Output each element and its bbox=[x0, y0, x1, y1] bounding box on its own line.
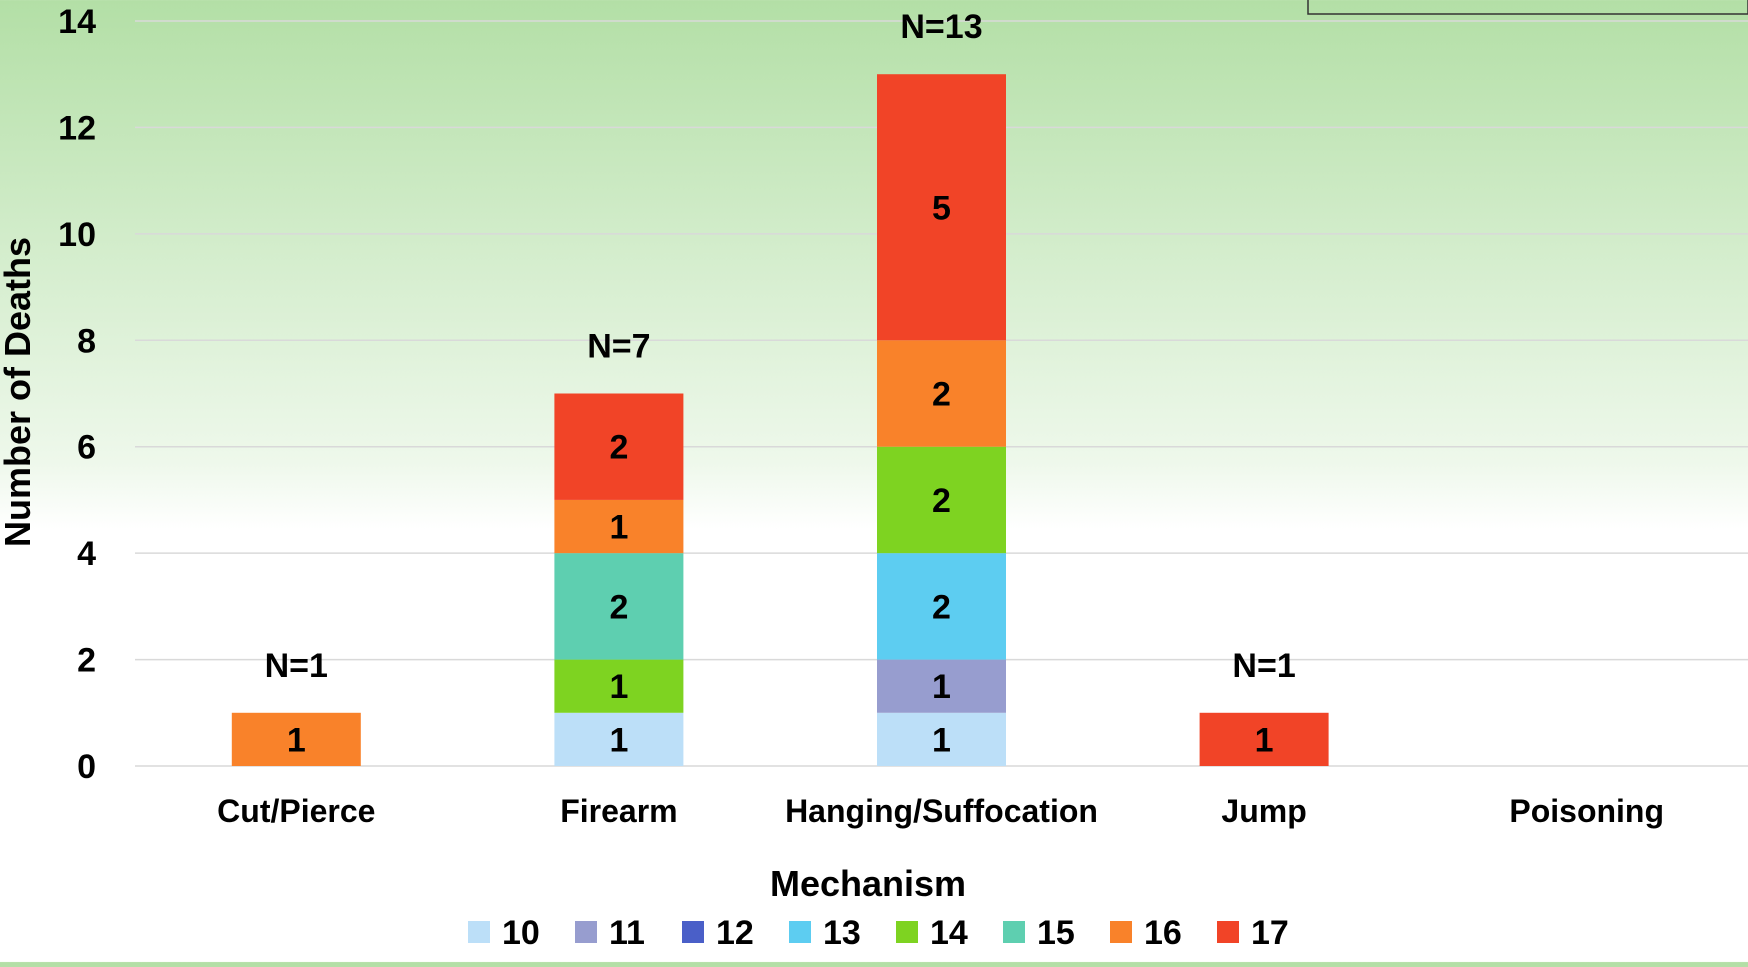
bar-segment bbox=[877, 446, 1006, 554]
y-tick-label: 10 bbox=[58, 216, 96, 254]
y-tick-label: 14 bbox=[58, 3, 96, 41]
data-label: 1 bbox=[287, 721, 306, 759]
x-tick-label: Firearm bbox=[560, 793, 677, 829]
data-label: 5 bbox=[932, 189, 951, 227]
legend: 10 11 12 13 14 15 16 17 bbox=[468, 914, 1289, 952]
data-label: 2 bbox=[609, 588, 628, 626]
data-label: 1 bbox=[932, 668, 951, 706]
bar-segment bbox=[554, 712, 684, 766]
bar-segment bbox=[554, 393, 684, 500]
y-tick-label: 4 bbox=[77, 535, 96, 573]
bar-segment bbox=[877, 659, 1006, 713]
legend-swatch bbox=[468, 921, 490, 943]
legend-label: 17 bbox=[1251, 914, 1289, 952]
bar-segment bbox=[554, 659, 684, 713]
total-label: N=7 bbox=[587, 328, 650, 366]
x-axis-ticks: Cut/Pierce Firearm Hanging/Suffocation Jump… bbox=[217, 793, 1664, 829]
y-tick-label: 0 bbox=[77, 748, 96, 786]
bar-segment bbox=[877, 712, 1006, 766]
y-tick-label: 8 bbox=[77, 322, 96, 360]
legend-label: 11 bbox=[609, 914, 645, 952]
data-label: 2 bbox=[932, 376, 951, 414]
legend-swatch bbox=[896, 921, 918, 943]
y-tick-label: 2 bbox=[77, 642, 96, 680]
legend-swatch bbox=[789, 921, 811, 943]
data-label: 2 bbox=[932, 482, 951, 520]
x-tick-label: Cut/Pierce bbox=[217, 793, 375, 829]
total-label: N=13 bbox=[900, 8, 982, 46]
x-tick-label: Hanging/Suffocation bbox=[785, 793, 1098, 829]
x-tick-label: Poisoning bbox=[1509, 793, 1664, 829]
y-tick-label: 6 bbox=[77, 429, 96, 467]
data-label: 2 bbox=[932, 588, 951, 626]
data-label: 2 bbox=[609, 429, 628, 467]
x-axis-title: Mechanism bbox=[770, 863, 966, 904]
legend-label: 14 bbox=[930, 914, 968, 952]
y-axis-title: Number of Deaths bbox=[0, 237, 38, 547]
legend-swatch bbox=[1217, 921, 1239, 943]
total-label: N=1 bbox=[1232, 647, 1295, 685]
data-label: 1 bbox=[609, 668, 628, 706]
y-axis-ticks: 0 2 4 6 8 10 12 14 bbox=[58, 3, 96, 786]
legend-label: 10 bbox=[502, 914, 540, 952]
y-tick-label: 12 bbox=[58, 109, 96, 147]
data-label: 1 bbox=[932, 721, 951, 759]
bar-segment bbox=[877, 74, 1006, 341]
data-label: 1 bbox=[609, 721, 628, 759]
legend-label: 15 bbox=[1037, 914, 1075, 952]
legend-swatch bbox=[1003, 921, 1025, 943]
legend-swatch bbox=[682, 921, 704, 943]
legend-label: 13 bbox=[823, 914, 861, 952]
bar-segment bbox=[554, 553, 684, 660]
legend-label: 16 bbox=[1144, 914, 1182, 952]
bar-segment bbox=[554, 499, 684, 554]
total-labels: N=1 N=7 N=13 N=1 bbox=[265, 8, 1296, 685]
bars bbox=[231, 74, 1329, 766]
data-labels: 1 1 1 2 1 2 1 1 2 2 2 5 1 bbox=[287, 189, 1274, 759]
legend-swatch bbox=[575, 921, 597, 943]
top-right-box bbox=[1307, 0, 1748, 15]
bar-segment bbox=[877, 553, 1006, 660]
bar-segment bbox=[1199, 712, 1329, 766]
bar-segment bbox=[877, 340, 1006, 447]
legend-label: 12 bbox=[716, 914, 754, 952]
data-label: 1 bbox=[609, 509, 628, 547]
x-tick-label: Jump bbox=[1221, 793, 1306, 829]
total-label: N=1 bbox=[265, 647, 328, 685]
legend-swatch bbox=[1110, 921, 1132, 943]
bar-segment bbox=[231, 712, 361, 766]
data-label: 1 bbox=[1255, 721, 1274, 759]
